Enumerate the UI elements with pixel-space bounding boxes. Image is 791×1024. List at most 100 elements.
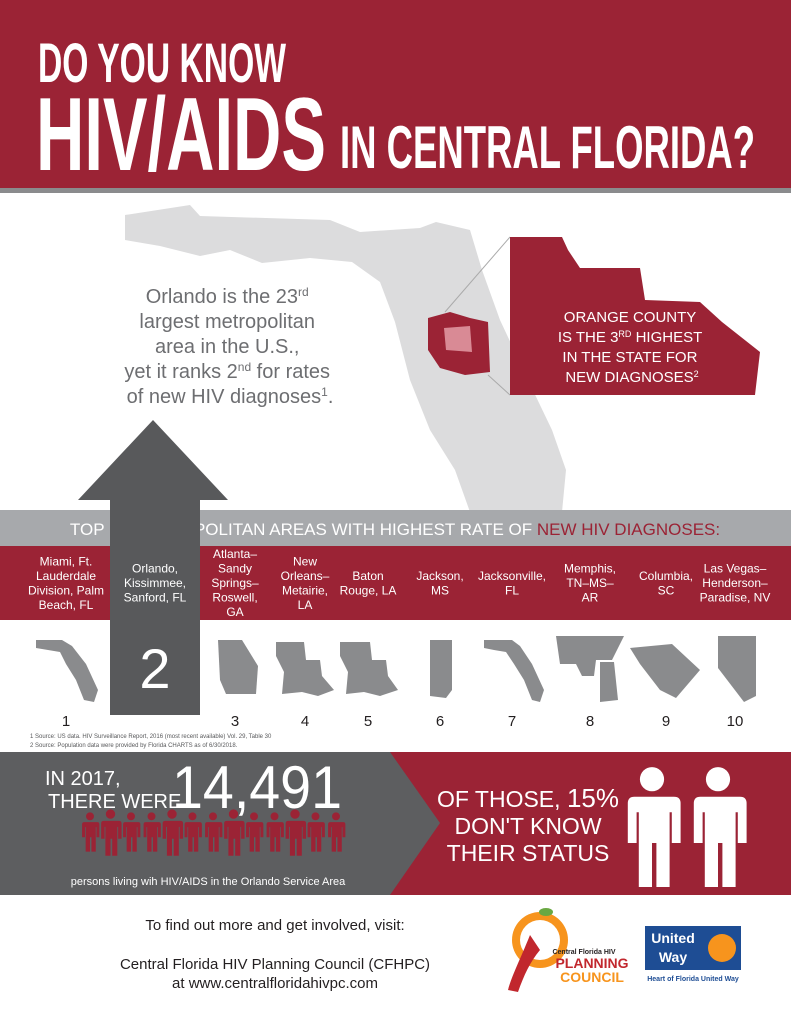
stats-percent: 15%	[567, 783, 619, 813]
united-way-logo: United Way Heart of Florida United Way	[645, 926, 741, 983]
text-line: area in the U.S.,	[155, 336, 300, 358]
area-label: Las Vegas– Henderson– Paradise, NV	[700, 562, 771, 605]
text-line: of new HIV diagnoses	[127, 386, 322, 408]
person-head	[639, 767, 665, 792]
person-head	[188, 812, 197, 821]
area-rank: 8	[586, 713, 594, 730]
text-part: OF THOSE,	[437, 786, 567, 812]
superscript: RD	[618, 329, 631, 339]
person-body	[82, 822, 100, 852]
text-line: Orlando is the 23	[146, 286, 298, 308]
text-line: IN THE STATE FOR	[562, 349, 697, 366]
person-head	[105, 809, 116, 819]
uw-text: United	[651, 930, 695, 946]
person-head	[311, 812, 320, 821]
logo-text: COUNCIL	[560, 969, 624, 985]
area-rank: 4	[301, 713, 309, 730]
header-line1: DO YOU KNOW	[38, 31, 286, 94]
stats-count: 14,491	[172, 754, 342, 821]
people-row	[82, 809, 346, 856]
stats-there-were: THERE WERE	[48, 791, 181, 813]
area-line: Henderson–	[702, 576, 768, 590]
logo-ribbon	[508, 935, 540, 992]
connector-line	[487, 374, 511, 396]
state-shape	[718, 636, 756, 702]
area-line: Jackson,	[416, 569, 463, 583]
person-head	[705, 767, 731, 792]
area-line: Rouge, LA	[340, 583, 397, 597]
header-region: IN CENTRAL FLORIDA?	[340, 114, 755, 181]
area-line: Roswell,	[212, 591, 257, 605]
person-body	[101, 820, 122, 856]
area-line: Lauderdale	[36, 569, 96, 583]
stats-year: IN 2017,	[45, 768, 121, 790]
big-people	[627, 767, 747, 887]
footer-line: Central Florida HIV Planning Council (CF…	[120, 956, 430, 973]
area-rank: 9	[662, 713, 670, 730]
superscript: nd	[238, 360, 251, 374]
area-list: Miami, Ft. Lauderdale Division, Palm Beach,…	[28, 547, 770, 730]
title-highlight: NEW HIV DIAGNOSES:	[537, 520, 720, 539]
intro-text: Orlando is the 23rd largest metropolitan…	[124, 285, 335, 408]
area-line: SC	[658, 583, 675, 597]
area-line: Jacksonville,	[478, 569, 546, 583]
text-line: HIGHEST	[631, 329, 702, 346]
area-line: Orleans–	[281, 569, 330, 583]
area-rank: 5	[364, 713, 372, 730]
area-line: Columbia,	[639, 569, 693, 583]
area-line: Division, Palm	[28, 583, 104, 597]
person-head	[270, 812, 279, 821]
footer-line: at www.centralfloridahivpc.com	[172, 975, 378, 992]
area-line: Metairie,	[282, 583, 328, 597]
person-head	[167, 809, 177, 819]
person-body	[123, 822, 141, 852]
area-line: Sanford, FL	[124, 591, 187, 605]
person-body	[307, 822, 325, 852]
florida-map	[125, 205, 566, 512]
footer-line: To find out more and get involved, visit…	[145, 917, 404, 934]
area-label: Jacksonville, FL	[478, 569, 546, 598]
area-line: MS	[431, 583, 449, 597]
stats-status: THEIR STATUS	[447, 840, 610, 866]
logo-leaf	[539, 908, 553, 916]
person-head	[127, 812, 135, 821]
state-shape	[484, 640, 544, 702]
person-body	[285, 820, 307, 856]
person-body	[693, 796, 747, 887]
superscript: 2	[694, 369, 699, 379]
person-body	[627, 796, 681, 887]
person-body	[184, 822, 202, 852]
orlando-highlight	[444, 326, 472, 352]
area-label: Baton Rouge, LA	[340, 569, 397, 598]
rank-arrow	[78, 420, 228, 715]
area-line: Memphis,	[564, 562, 616, 576]
area-line: Orlando,	[132, 562, 178, 576]
stats-of-those: OF THOSE, 15%	[437, 783, 619, 813]
state-shape	[600, 662, 618, 702]
uw-text: Way	[659, 949, 687, 965]
person-body	[205, 822, 223, 852]
state-shape	[276, 642, 334, 696]
area-line: Las Vegas–	[704, 562, 767, 576]
person-body	[328, 822, 346, 852]
footnote: 1 Source: US data. HIV Surveillance Repo…	[30, 734, 272, 740]
area-line: Baton	[352, 569, 383, 583]
person-body	[162, 820, 184, 856]
person-body	[143, 822, 161, 852]
stats-caption: persons living wih HIV/AIDS in the Orlan…	[71, 876, 346, 888]
area-label: Orlando, Kissimmee, Sanford, FL	[124, 562, 187, 605]
area-line: New	[293, 554, 317, 568]
text-line: IS THE 3	[558, 329, 619, 346]
area-line: FL	[505, 583, 519, 597]
header-hiv: HIV/AIDS	[36, 77, 326, 193]
logo-text: PLANNING	[555, 955, 628, 971]
text-line: NEW DIAGNOSES	[565, 369, 693, 386]
area-line: Kissimmee,	[124, 576, 186, 590]
area-rank: 3	[231, 713, 239, 730]
state-shape	[218, 640, 258, 694]
text-line: .	[328, 386, 334, 408]
area-rank: 7	[508, 713, 516, 730]
area-rank: 1	[62, 713, 70, 730]
orange-county-inset	[510, 237, 760, 395]
person-body	[266, 822, 284, 852]
